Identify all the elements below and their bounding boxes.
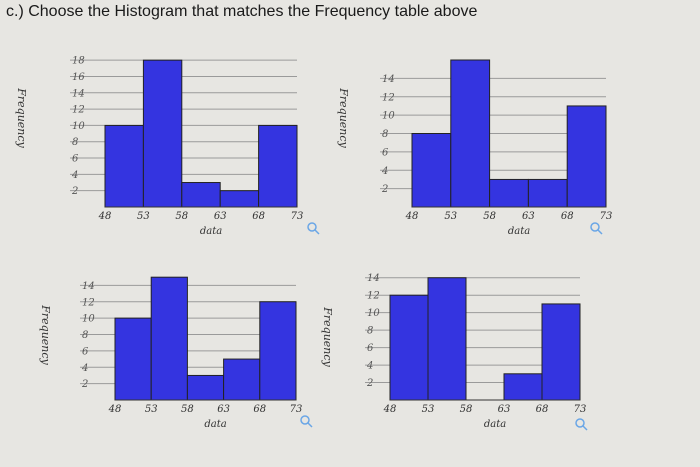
- y-tick-label: 12: [367, 291, 380, 302]
- histogram-bar: [150, 276, 188, 401]
- y-tick-label: 4: [366, 361, 373, 372]
- histogram-bar: [541, 303, 581, 401]
- y-tick-label: 2: [381, 184, 388, 195]
- x-tick-label: 63: [522, 211, 535, 222]
- histogram-bar: [114, 317, 152, 401]
- y-tick-label: 4: [381, 166, 388, 177]
- x-tick-label: 68: [536, 404, 549, 415]
- y-tick-label: 8: [82, 330, 88, 341]
- y-tick-label: 4: [81, 363, 88, 374]
- x-axis-label: data: [484, 419, 506, 430]
- histogram-bar: [566, 105, 607, 208]
- x-axis-label: data: [200, 226, 222, 237]
- y-tick-label: 14: [367, 273, 380, 284]
- x-tick-label: 73: [290, 404, 303, 415]
- zoom-icon[interactable]: [307, 222, 320, 235]
- x-tick-label: 53: [422, 404, 435, 415]
- histogram-bar: [411, 133, 452, 208]
- y-tick-label: 10: [382, 111, 395, 122]
- histogram-bar: [489, 178, 529, 208]
- zoom-icon[interactable]: [590, 222, 603, 235]
- x-tick-label: 63: [217, 404, 230, 415]
- x-tick-label: 48: [405, 211, 419, 222]
- histogram-bar: [223, 358, 261, 401]
- y-tick-label: 8: [72, 137, 78, 148]
- x-tick-label: 68: [253, 404, 266, 415]
- x-tick-label: 58: [460, 404, 473, 415]
- x-tick-label: 53: [444, 211, 457, 222]
- y-tick-label: 10: [367, 308, 380, 319]
- y-tick-label: 14: [82, 281, 95, 292]
- y-tick-label: 2: [366, 378, 373, 389]
- y-tick-label: 4: [71, 170, 78, 181]
- histogram-bar: [527, 178, 568, 208]
- y-tick-label: 12: [82, 297, 95, 308]
- x-tick-label: 63: [498, 404, 511, 415]
- y-tick-label: 14: [382, 74, 395, 85]
- y-tick-label: 12: [382, 92, 395, 103]
- histogram-bar: [104, 124, 144, 208]
- histogram-bar: [219, 190, 260, 208]
- x-axis-label: data: [508, 226, 530, 237]
- y-tick-label: 6: [382, 147, 389, 158]
- y-tick-label: 6: [367, 343, 374, 354]
- x-tick-label: 58: [181, 404, 194, 415]
- histogram-bar: [503, 373, 543, 401]
- x-tick-label: 68: [252, 211, 265, 222]
- histogram-bar: [258, 124, 298, 208]
- y-axis-label: Frequency: [39, 304, 52, 365]
- x-axis-label: data: [204, 419, 226, 430]
- y-tick-label: 16: [72, 72, 85, 83]
- y-tick-label: 14: [72, 88, 85, 99]
- x-tick-label: 73: [291, 211, 304, 222]
- y-tick-label: 8: [367, 326, 373, 337]
- y-tick-label: 12: [72, 105, 85, 116]
- zoom-icon[interactable]: [575, 418, 588, 431]
- x-tick-label: 48: [98, 211, 112, 222]
- x-tick-label: 73: [574, 404, 587, 415]
- x-tick-label: 58: [175, 211, 188, 222]
- y-tick-label: 10: [82, 314, 95, 325]
- x-tick-label: 48: [383, 404, 397, 415]
- question-text: c.) Choose the Histogram that matches th…: [6, 3, 478, 20]
- x-tick-label: 58: [483, 211, 496, 222]
- x-tick-label: 68: [561, 211, 574, 222]
- x-tick-label: 48: [108, 404, 122, 415]
- y-tick-label: 6: [72, 154, 79, 165]
- y-axis-label: Frequency: [321, 306, 334, 367]
- y-tick-label: 10: [72, 121, 85, 132]
- zoom-icon[interactable]: [300, 415, 313, 428]
- x-tick-label: 63: [214, 211, 227, 222]
- y-tick-label: 2: [71, 186, 78, 197]
- y-tick-label: 8: [382, 129, 388, 140]
- x-tick-label: 53: [145, 404, 158, 415]
- y-tick-label: 2: [81, 379, 88, 390]
- x-tick-label: 53: [137, 211, 150, 222]
- y-axis-label: Frequency: [337, 87, 350, 148]
- histogram-bar: [186, 374, 225, 401]
- x-tick-label: 73: [600, 211, 613, 222]
- y-tick-label: 6: [82, 346, 89, 357]
- histogram-bar: [389, 294, 429, 401]
- y-axis-label: Frequency: [15, 87, 28, 148]
- histogram-bar: [427, 277, 467, 401]
- histogram-bar: [142, 59, 183, 208]
- y-tick-label: 18: [72, 56, 85, 67]
- histogram-bar: [181, 182, 221, 208]
- histogram-bar: [259, 301, 297, 401]
- histogram-bar: [450, 59, 491, 208]
